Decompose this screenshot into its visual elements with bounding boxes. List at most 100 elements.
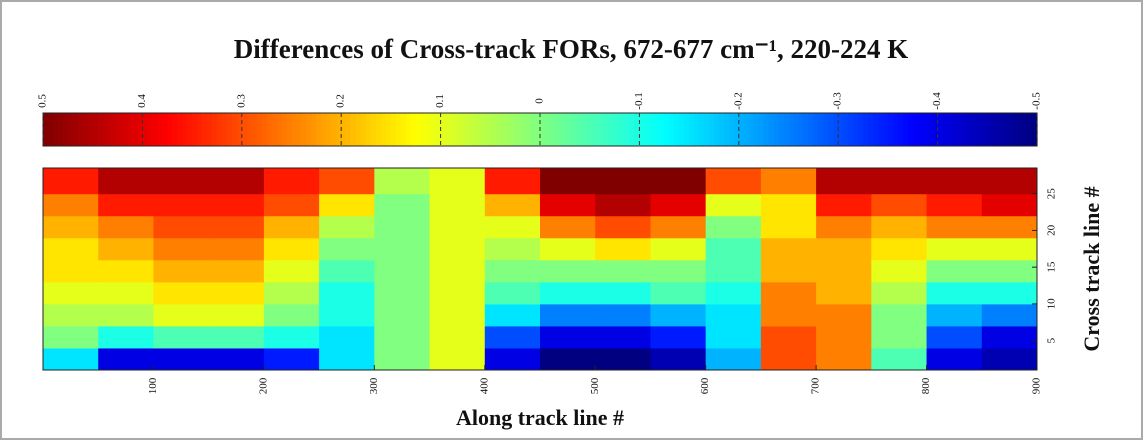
heatmap-cell	[595, 259, 651, 283]
colorbar-segment	[445, 113, 452, 146]
colorbar-segment	[400, 113, 407, 146]
heatmap-cell	[760, 193, 817, 217]
heatmap-cell	[153, 237, 210, 261]
colorbar-segment	[167, 113, 173, 146]
colorbar-segment	[907, 113, 914, 146]
colorbar-segment	[415, 113, 422, 146]
colorbar-segment	[644, 113, 650, 146]
colorbar-tick-label: -0.3	[832, 92, 844, 110]
heatmap-cell	[429, 237, 486, 261]
heatmap-cell	[98, 281, 154, 305]
x-tick-label: 500	[589, 377, 601, 394]
colorbar-segment	[271, 113, 278, 146]
heatmap-cell	[374, 303, 431, 327]
colorbar-segment	[798, 113, 805, 146]
colorbar-segment	[962, 113, 969, 146]
heatmap-cell	[484, 281, 541, 305]
heatmap-cell	[484, 325, 541, 349]
heatmap-cell	[981, 237, 1038, 261]
colorbar-segment	[420, 113, 427, 146]
heatmap-cell	[208, 237, 265, 261]
colorbar-tick-label: -0.4	[931, 92, 943, 110]
heatmap-cell	[208, 259, 265, 283]
colorbar-segment	[346, 113, 352, 146]
colorbar-tick-label: 0.2	[335, 94, 347, 108]
colorbar-segment	[559, 113, 566, 146]
colorbar-segment	[773, 113, 780, 146]
colorbar-segment	[122, 113, 129, 146]
colorbar-segment	[614, 113, 621, 146]
colorbar-segment	[490, 113, 496, 146]
heatmap-cell	[705, 325, 762, 349]
colorbar-segment	[897, 113, 904, 146]
colorbar-segment	[689, 113, 695, 146]
colorbar-segment	[375, 113, 382, 146]
heatmap-cell	[374, 281, 431, 305]
colorbar-segment	[440, 113, 447, 146]
x-tick-label: 100	[147, 377, 159, 394]
colorbar-segment	[87, 113, 94, 146]
colorbar-segment	[778, 113, 785, 146]
colorbar-segment	[738, 113, 745, 146]
colorbar-segment	[112, 113, 119, 146]
heatmap-cell	[374, 347, 431, 371]
heatmap-cell	[98, 193, 154, 217]
colorbar-tick-label: 0.1	[434, 94, 446, 108]
colorbar-segment	[301, 113, 308, 146]
heatmap-cell	[374, 325, 431, 349]
x-tick-label: 200	[257, 377, 269, 394]
colorbar-segment	[579, 113, 586, 146]
heatmap-cell	[429, 281, 486, 305]
heatmap-cell	[429, 193, 486, 217]
heatmap-cell	[705, 168, 762, 195]
heatmap-cell	[484, 193, 541, 217]
colorbar-segment	[430, 113, 437, 146]
colorbar-segment	[679, 113, 685, 146]
colorbar-segment	[887, 113, 894, 146]
heatmap-cell	[374, 193, 431, 217]
heatmap-cell	[540, 237, 596, 261]
heatmap-cell	[263, 325, 320, 349]
heatmap-cell	[484, 259, 541, 283]
heatmap-cell	[981, 193, 1038, 217]
colorbar-segment	[137, 113, 143, 146]
heatmap-cell	[871, 325, 928, 349]
heatmap-cell	[153, 215, 210, 239]
colorbar-segment	[525, 113, 531, 146]
colorbar-segment	[341, 113, 347, 146]
heatmap-cell	[926, 168, 983, 195]
colorbar-segment	[286, 113, 293, 146]
heatmap-cell	[153, 347, 210, 371]
colorbar-segment	[733, 113, 740, 146]
colorbar-segment	[380, 113, 387, 146]
heatmap-cell	[981, 215, 1038, 239]
colorbar-segment	[82, 113, 89, 146]
heatmap-cell	[319, 193, 375, 217]
heatmap-cell	[981, 281, 1038, 305]
heatmap-cell	[595, 168, 651, 195]
colorbar-segment	[246, 113, 253, 146]
heatmap-cell	[650, 168, 707, 195]
colorbar-segment	[972, 113, 978, 146]
heatmap-cell	[650, 237, 707, 261]
colorbar-segment	[241, 113, 248, 146]
y-tick-label: 25	[1046, 188, 1058, 200]
colorbar-segment	[162, 113, 168, 146]
colorbar-tick-label: 0.3	[235, 94, 247, 108]
heatmap-cell	[98, 237, 154, 261]
colorbar-segment	[743, 113, 750, 146]
heatmap-cell	[484, 303, 541, 327]
heatmap-cell	[208, 303, 265, 327]
colorbar-segment	[291, 113, 298, 146]
heatmap-cell	[374, 259, 431, 283]
heatmap-cell	[926, 303, 983, 327]
colorbar-segment	[639, 113, 645, 146]
heatmap-cell	[429, 168, 486, 195]
heatmap-cell	[263, 347, 320, 371]
heatmap-cell	[540, 193, 596, 217]
colorbar-segment	[410, 113, 417, 146]
heatmap-cell	[760, 347, 817, 371]
colorbar-segment	[530, 113, 536, 146]
colorbar-segment	[276, 113, 283, 146]
